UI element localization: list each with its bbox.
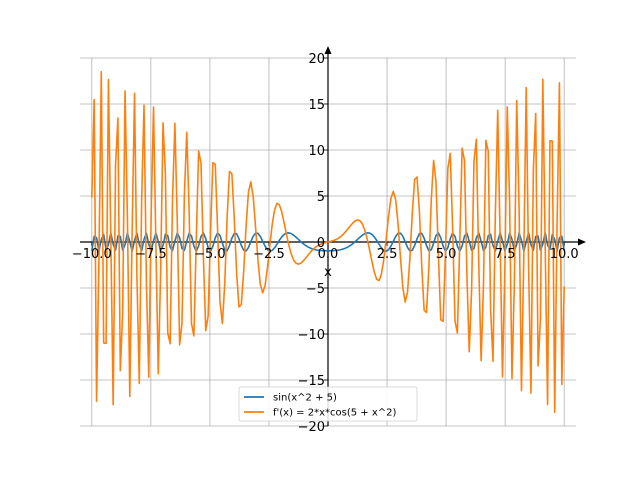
series-line-0	[91, 232, 565, 252]
y-tick-label: −20	[298, 420, 325, 435]
y-tick-label: 5	[317, 190, 325, 205]
y-tick-label: −10	[298, 328, 325, 343]
x-tick-label: −5.0	[194, 247, 226, 262]
legend-box	[238, 386, 418, 422]
x-tick-label: 2.5	[377, 247, 398, 262]
x-tick-label: −7.5	[135, 247, 167, 262]
y-axis-arrow	[324, 46, 332, 54]
legend-label: f'(x) = 2*x*cos(5 + x^2)	[273, 408, 396, 419]
x-tick-label: 0.0	[318, 247, 339, 262]
legend-label: sin(x^2 + 5)	[273, 393, 337, 404]
y-tick-label: 15	[308, 98, 325, 113]
x-tick-label: 5.0	[436, 247, 457, 262]
legend: sin(x^2 + 5) f'(x) = 2*x*cos(5 + x^2)	[238, 386, 418, 422]
x-tick-label: −2.5	[253, 247, 285, 262]
series-layer	[91, 70, 565, 414]
y-tick-label: 10	[308, 144, 325, 159]
x-tick-label: 10.0	[550, 247, 579, 262]
x-axis-arrow	[578, 238, 586, 246]
y-tick-label: −5	[306, 282, 325, 297]
y-tick-label: −15	[298, 374, 325, 389]
x-tick-label: −10.0	[72, 247, 112, 262]
x-axis-label: x	[324, 265, 332, 280]
x-tick-label: 7.5	[495, 247, 516, 262]
tick-labels: −10.0 −7.5 −5.0 −2.5 0.0 2.5 5.0 7.5 10.0 −20 −15 −…	[72, 52, 579, 435]
y-tick-label: 0	[317, 236, 325, 251]
series-line-1	[91, 70, 565, 414]
y-tick-label: 20	[308, 52, 325, 67]
